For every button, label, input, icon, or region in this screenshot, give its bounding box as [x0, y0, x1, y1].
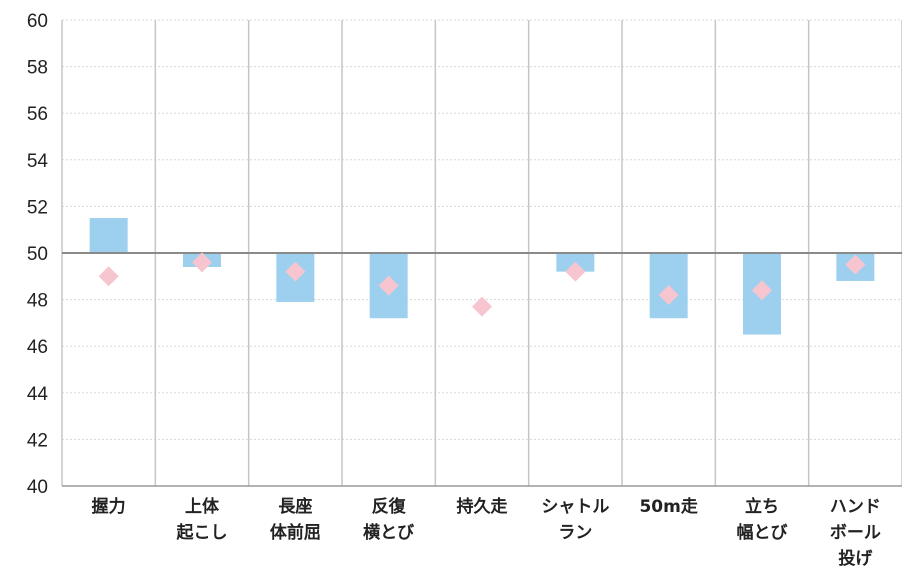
diamond-point	[378, 275, 399, 296]
y-tick-label: 50	[27, 244, 48, 265]
diamond-point	[565, 261, 586, 282]
y-tick-label: 42	[27, 430, 48, 451]
diamond-point	[98, 266, 119, 287]
category-label: 50m走	[639, 496, 697, 517]
y-tick-label: 58	[27, 58, 48, 79]
bar	[89, 218, 128, 253]
diamond-point	[845, 254, 866, 275]
diamond-point	[472, 296, 492, 317]
category-label: 起こし	[176, 522, 228, 543]
y-tick-label: 40	[27, 477, 48, 498]
diamond-point	[192, 252, 212, 273]
category-label: 投げ	[838, 548, 873, 569]
category-label: 立ち	[745, 496, 779, 517]
y-axis-tick-labels: 60 58 56 54 52 50 48 46 44 42 40	[27, 11, 49, 498]
category-label: ハンド	[830, 497, 881, 517]
category-label: シャトル	[541, 497, 609, 517]
y-tick-label: 56	[27, 104, 48, 125]
category-label: 横とび	[363, 522, 414, 543]
category-label: ラン	[558, 523, 592, 543]
category-label: 握力	[92, 496, 126, 517]
category-label: 体前屈	[270, 522, 321, 543]
diamond-point	[752, 280, 772, 301]
category-label: 反復	[372, 496, 407, 517]
bar-series	[89, 218, 875, 335]
category-label: ボール	[830, 523, 881, 543]
y-tick-label: 48	[27, 291, 48, 312]
y-tick-label: 54	[27, 151, 49, 172]
category-label: 上体	[185, 496, 220, 517]
diamond-series	[98, 252, 866, 317]
y-tick-label: 60	[27, 11, 48, 32]
diamond-point	[285, 261, 306, 282]
category-label: 長座	[278, 496, 312, 517]
category-label: 持久走	[457, 496, 508, 517]
y-tick-label: 46	[27, 337, 48, 358]
diamond-point	[658, 284, 679, 305]
y-tick-label: 52	[27, 197, 48, 218]
category-label: 幅とび	[737, 522, 788, 543]
y-tick-label: 44	[27, 384, 49, 405]
